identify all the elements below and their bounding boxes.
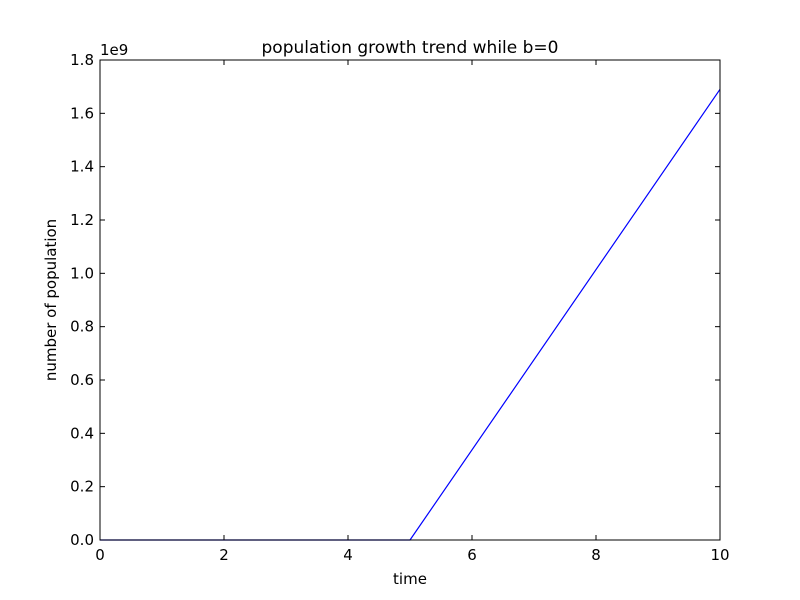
x-tick-label: 2 bbox=[219, 546, 229, 564]
chart-title: population growth trend while b=0 bbox=[262, 38, 559, 58]
plot-area-frame bbox=[99, 59, 721, 541]
y-axis-offset-label: 1e9 bbox=[100, 41, 128, 59]
y-tick-label: 0.2 bbox=[70, 478, 94, 496]
y-tick-label: 1.8 bbox=[70, 51, 94, 69]
x-tick-label: 6 bbox=[467, 546, 477, 564]
y-tick-label: 1.0 bbox=[70, 264, 94, 282]
y-tick-label: 1.2 bbox=[70, 211, 94, 229]
y-tick-label: 1.4 bbox=[70, 158, 94, 176]
y-tick-label: 0.8 bbox=[70, 318, 94, 336]
x-tick-label: 0 bbox=[95, 546, 105, 564]
y-tick-label: 0.0 bbox=[70, 531, 94, 549]
y-tick-label: 1.6 bbox=[70, 104, 94, 122]
x-tick-label: 10 bbox=[710, 546, 729, 564]
x-tick-label: 8 bbox=[591, 546, 601, 564]
ticks-layer: 0 2 4 6 8 10 0.0 0.2 0.4 0.6 0.8 1.0 1.2 1.4 1.6 1.8 bbox=[70, 51, 729, 564]
y-axis-label: number of population bbox=[42, 219, 60, 381]
x-tick-label: 4 bbox=[343, 546, 353, 564]
y-tick-label: 0.4 bbox=[70, 424, 94, 442]
x-axis-label: time bbox=[393, 570, 427, 588]
series-layer bbox=[100, 88, 721, 541]
series-line-0 bbox=[100, 88, 721, 541]
y-tick-label: 0.6 bbox=[70, 371, 94, 389]
